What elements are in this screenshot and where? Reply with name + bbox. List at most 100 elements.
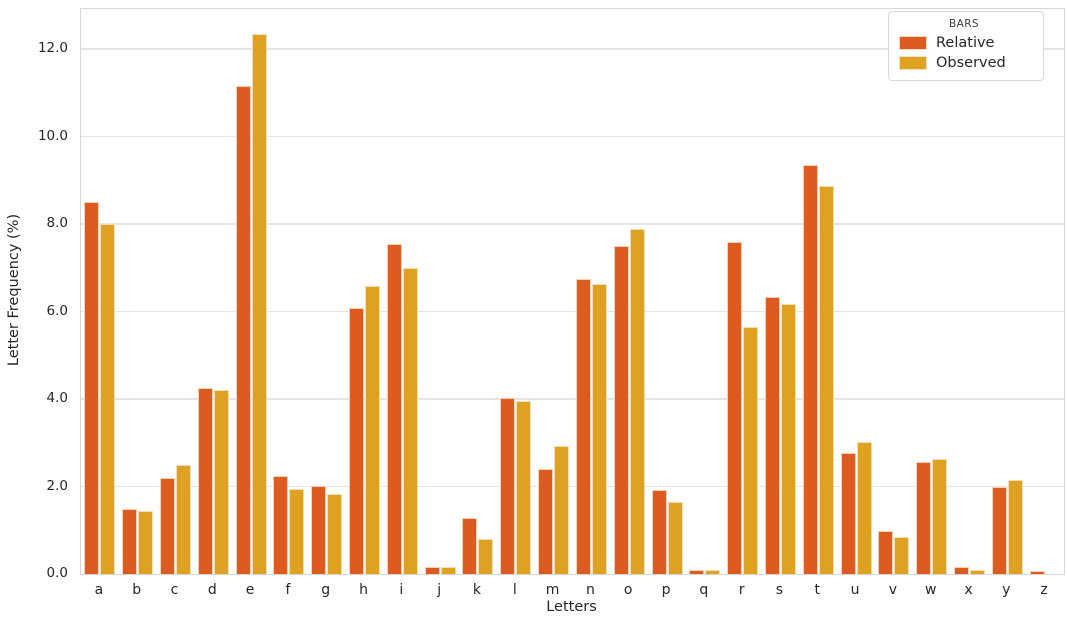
bar-relative-o (613, 245, 629, 574)
bar-relative-c (160, 477, 175, 574)
x-tick-label-i: i (399, 582, 404, 598)
bar-relative-d (197, 388, 213, 574)
bar-observed-r (743, 326, 759, 574)
bar-observed-p (667, 501, 683, 574)
gridline (81, 48, 1064, 50)
gridline (81, 135, 1064, 138)
bar-observed-i (402, 267, 418, 574)
gridline (81, 223, 1064, 225)
bar-relative-t (802, 164, 818, 574)
x-tick-label-d: d (207, 582, 217, 598)
bar-group-b (119, 9, 157, 574)
x-tick-label-u: u (850, 582, 860, 598)
legend-label-observed: Observed (936, 55, 1006, 71)
bar-group-g (308, 9, 346, 574)
y-tick-label: 8.0 (46, 215, 68, 232)
bar-observed-x (969, 569, 985, 574)
legend-label-relative: Relative (936, 35, 995, 51)
bar-observed-l (516, 401, 532, 574)
bar-relative-l (500, 397, 516, 574)
bar-group-r (724, 9, 762, 574)
bar-group-n (573, 9, 611, 574)
x-tick-label-c: c (170, 582, 179, 598)
bar-relative-j (424, 567, 440, 574)
bar-relative-x (953, 567, 969, 574)
bar-group-k (459, 9, 497, 574)
bar-group-w (913, 9, 951, 574)
bar-relative-a (84, 202, 100, 574)
y-tick-label: 6.0 (46, 302, 68, 319)
y-tick-label: 10.0 (37, 127, 68, 144)
bar-observed-b (138, 510, 154, 574)
bar-relative-e (235, 85, 251, 574)
x-axis-label: Letters (546, 599, 597, 615)
x-tick-label-o: o (623, 582, 633, 598)
bar-relative-v (878, 531, 894, 574)
bar-relative-w (916, 462, 932, 574)
x-tick-label-n: n (585, 582, 595, 598)
bar-group-h (346, 9, 384, 574)
bar-group-f (270, 9, 308, 574)
y-tick-label: 4.0 (46, 390, 68, 407)
bar-observed-m (554, 445, 570, 574)
bar-relative-q (689, 569, 705, 574)
bar-observed-j (440, 567, 456, 574)
x-tick-label-w: w (924, 582, 937, 598)
bar-observed-q (705, 569, 721, 574)
bar-group-o (610, 9, 648, 574)
bar-relative-r (727, 242, 743, 574)
bar-group-i (383, 9, 421, 574)
x-tick-label-x: x (964, 582, 973, 598)
x-tick-label-b: b (132, 582, 142, 598)
bar-observed-t (818, 186, 834, 574)
x-tick-label-h: h (359, 582, 368, 598)
bar-observed-g (327, 494, 343, 574)
bar-observed-f (289, 488, 305, 574)
bar-group-l (497, 9, 535, 574)
bar-observed-w (932, 458, 948, 574)
gridline (81, 485, 1064, 488)
bar-relative-g (311, 485, 327, 574)
x-tick-label-q: q (699, 582, 709, 598)
x-tick-label-j: j (437, 582, 442, 598)
legend-entry-relative: Relative (899, 35, 1029, 51)
bar-observed-c (176, 464, 191, 574)
bar-observed-s (780, 303, 796, 574)
bar-relative-m (538, 468, 554, 574)
bar-relative-s (764, 297, 780, 574)
bar-relative-h (349, 307, 365, 574)
x-tick-label-k: k (472, 582, 482, 598)
gridline (81, 310, 1064, 313)
bar-observed-e (251, 33, 267, 574)
y-tick-label: 0.0 (46, 565, 68, 581)
bar-group-e (232, 9, 270, 574)
bar-group-p (648, 9, 686, 574)
bar-group-u (837, 9, 875, 574)
x-tick-label-f: f (285, 582, 291, 598)
bar-group-j (421, 9, 459, 574)
bar-observed-d (213, 390, 229, 574)
y-tick-label: 12.0 (37, 40, 68, 57)
bar-observed-a (100, 224, 116, 574)
bar-relative-b (122, 508, 138, 574)
bar-group-v (875, 9, 913, 574)
bar-group-y (988, 9, 1026, 574)
x-tick-label-m: m (545, 582, 560, 598)
x-tick-label-s: s (775, 582, 784, 598)
bar-relative-y (991, 486, 1007, 574)
bar-observed-k (478, 539, 494, 574)
bar-relative-f (273, 476, 289, 574)
y-axis-label: Letter Frequency (%) (6, 213, 22, 367)
bar-observed-o (629, 229, 645, 574)
x-tick-label-g: g (321, 582, 331, 598)
legend-swatch-relative-icon (899, 36, 927, 50)
bar-relative-u (840, 453, 856, 574)
bar-group-d (194, 9, 232, 574)
bar-observed-h (365, 286, 381, 574)
bar-group-t (799, 9, 837, 574)
bar-relative-z (1029, 570, 1045, 574)
x-tick-label-t: t (814, 582, 820, 598)
bar-relative-n (575, 278, 591, 574)
bar-group-z (1026, 9, 1064, 574)
